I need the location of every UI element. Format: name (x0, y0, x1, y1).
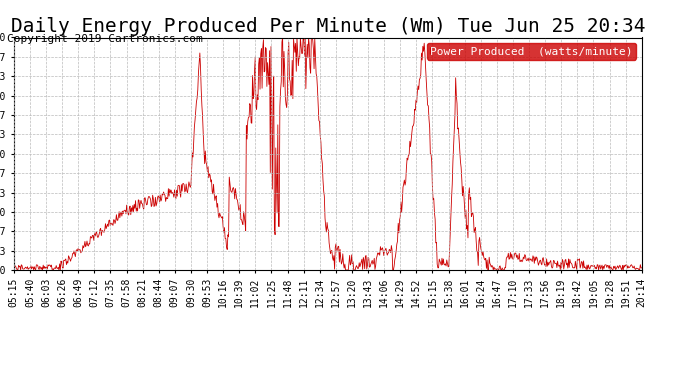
Legend: Power Produced  (watts/minute): Power Produced (watts/minute) (427, 43, 636, 60)
Title: Daily Energy Produced Per Minute (Wm) Tue Jun 25 20:34: Daily Energy Produced Per Minute (Wm) Tu… (10, 17, 645, 36)
Text: Copyright 2019 Cartronics.com: Copyright 2019 Cartronics.com (7, 34, 203, 44)
